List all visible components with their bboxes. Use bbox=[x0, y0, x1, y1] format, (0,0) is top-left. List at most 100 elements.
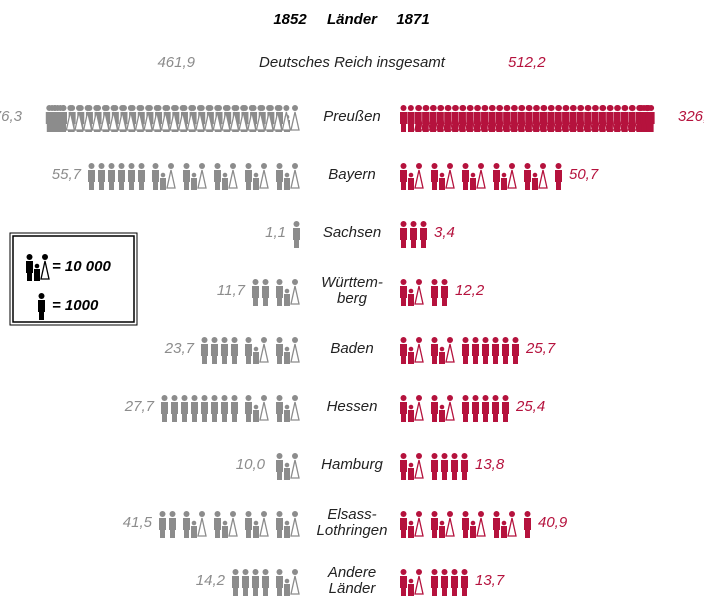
head bbox=[416, 453, 422, 459]
body bbox=[462, 518, 469, 530]
legs bbox=[401, 414, 406, 422]
head bbox=[525, 105, 532, 111]
head bbox=[245, 163, 252, 169]
body bbox=[231, 344, 238, 356]
body bbox=[276, 518, 283, 530]
legs bbox=[525, 182, 530, 190]
head bbox=[416, 569, 422, 575]
body bbox=[284, 294, 290, 306]
body bbox=[191, 402, 198, 414]
body bbox=[221, 402, 228, 414]
head bbox=[276, 453, 283, 459]
legs bbox=[253, 298, 258, 306]
body bbox=[576, 112, 584, 124]
body bbox=[414, 112, 422, 124]
legs bbox=[277, 298, 282, 306]
head bbox=[138, 163, 145, 169]
legs bbox=[629, 124, 635, 132]
body bbox=[128, 170, 135, 182]
legs bbox=[432, 472, 437, 480]
head bbox=[452, 105, 459, 111]
body bbox=[569, 112, 577, 124]
legs bbox=[459, 124, 465, 132]
head bbox=[26, 254, 33, 260]
head bbox=[276, 337, 283, 343]
legs bbox=[463, 414, 468, 422]
dress bbox=[414, 401, 424, 421]
legs bbox=[182, 414, 187, 422]
head bbox=[400, 395, 407, 401]
head bbox=[101, 105, 108, 111]
head bbox=[199, 163, 205, 169]
head bbox=[42, 254, 48, 260]
body bbox=[253, 526, 259, 538]
body bbox=[26, 261, 33, 273]
legs bbox=[442, 472, 447, 480]
value-label: 23,7 bbox=[164, 340, 195, 357]
legs bbox=[489, 124, 495, 132]
legs bbox=[483, 414, 488, 422]
dress bbox=[177, 111, 188, 131]
dress bbox=[259, 401, 269, 421]
dress bbox=[445, 517, 455, 537]
head bbox=[221, 395, 228, 401]
body bbox=[262, 576, 269, 588]
head bbox=[478, 163, 484, 169]
body bbox=[284, 178, 290, 190]
legs bbox=[525, 530, 530, 538]
value-label: 55,7 bbox=[52, 166, 82, 183]
head bbox=[451, 453, 458, 459]
body bbox=[400, 402, 407, 414]
head bbox=[400, 163, 407, 169]
legs bbox=[442, 298, 447, 306]
legs bbox=[277, 356, 282, 364]
head bbox=[284, 404, 290, 410]
dress bbox=[228, 517, 238, 537]
body bbox=[400, 518, 407, 530]
body bbox=[439, 526, 445, 538]
body bbox=[495, 112, 503, 124]
body bbox=[191, 526, 197, 538]
head bbox=[410, 221, 417, 227]
value-label: 13,7 bbox=[475, 572, 505, 589]
head bbox=[462, 337, 469, 343]
head bbox=[232, 569, 239, 575]
body bbox=[512, 344, 519, 356]
total-label: 461,9 bbox=[157, 54, 195, 71]
value-label: 276,3 bbox=[0, 108, 23, 125]
head bbox=[266, 105, 273, 111]
head bbox=[562, 105, 569, 111]
head bbox=[276, 395, 283, 401]
body bbox=[400, 576, 407, 588]
body bbox=[470, 526, 476, 538]
legs bbox=[232, 414, 237, 422]
head bbox=[493, 163, 500, 169]
body bbox=[222, 178, 228, 190]
body bbox=[400, 286, 407, 298]
body bbox=[444, 112, 452, 124]
dress bbox=[108, 111, 119, 131]
legs bbox=[463, 356, 468, 364]
body bbox=[108, 170, 115, 182]
head bbox=[119, 105, 126, 111]
head bbox=[416, 337, 422, 343]
body bbox=[152, 170, 159, 182]
body bbox=[262, 286, 269, 298]
icon-row bbox=[159, 511, 300, 538]
dress bbox=[290, 517, 300, 537]
head bbox=[459, 105, 466, 111]
head bbox=[38, 293, 45, 299]
legs bbox=[212, 356, 217, 364]
dress bbox=[414, 517, 424, 537]
body bbox=[501, 178, 507, 190]
head bbox=[482, 337, 489, 343]
legs bbox=[473, 356, 478, 364]
head bbox=[555, 105, 562, 111]
dress bbox=[166, 169, 176, 189]
head bbox=[67, 105, 74, 111]
legend-icon bbox=[38, 293, 45, 320]
dress bbox=[221, 111, 231, 131]
legs bbox=[215, 530, 220, 538]
dress bbox=[134, 111, 145, 131]
body bbox=[284, 410, 290, 422]
